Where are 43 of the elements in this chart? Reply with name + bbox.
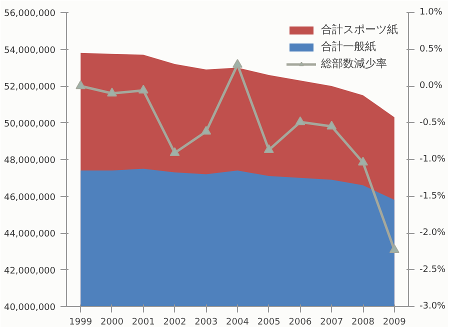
point [106, 88, 117, 96]
y2-tick-label: 0.0% [420, 81, 443, 91]
x-tick-label: 2003 [194, 318, 218, 328]
x-tick-label: 1999 [69, 318, 92, 328]
point [76, 80, 86, 90]
x-tick-label: 2006 [288, 318, 312, 328]
x-tick-label: 2009 [382, 318, 406, 328]
x-tick-label: 2004 [226, 318, 250, 328]
y2-tick-label: 1.0% [420, 8, 443, 18]
y2-tick-label: -1.0% [420, 154, 446, 164]
x-tick-label: 2000 [100, 318, 124, 328]
y-tick-label: 46,000,000 [4, 192, 56, 203]
y-tick-label: 42,000,000 [4, 266, 56, 276]
x-tick-label: 2002 [163, 318, 186, 328]
y2-tick-label: -0.5% [420, 118, 446, 128]
y-tick-label: 52,000,000 [4, 82, 56, 92]
point [264, 144, 274, 154]
x-tick-label: 2005 [257, 318, 280, 328]
point [326, 120, 337, 130]
y2-tick-label: 0.5% [420, 44, 443, 54]
point [201, 126, 212, 135]
y-tick-label: 54,000,000 [4, 46, 56, 56]
y2-tick-label: -2.0% [420, 228, 446, 238]
x-tick-label: 2007 [320, 318, 344, 328]
legend-label: 総部数減少率 [321, 56, 387, 71]
y-tick-label: 50,000,000 [4, 119, 56, 130]
point [232, 58, 242, 68]
point [295, 116, 306, 126]
y2-tick-label: -1.5% [420, 191, 446, 202]
x-tick-label: 2008 [352, 318, 375, 328]
legend-label: 合計一般紙 [321, 39, 376, 54]
y2-tick-label: -3.0% [420, 302, 446, 312]
legend-label: 合計スポーツ紙 [321, 22, 398, 37]
y-tick-label: 40,000,000 [4, 303, 56, 313]
y-tick-label: 56,000,000 [4, 9, 56, 19]
y2-tick-label: -2.5% [420, 264, 446, 275]
y-tick-label: 44,000,000 [4, 230, 56, 240]
y-tick-label: 48,000,000 [4, 156, 56, 166]
point [389, 244, 400, 254]
point [138, 84, 148, 94]
point [358, 156, 368, 166]
point [170, 147, 180, 156]
x-tick-label: 2001 [132, 318, 155, 328]
